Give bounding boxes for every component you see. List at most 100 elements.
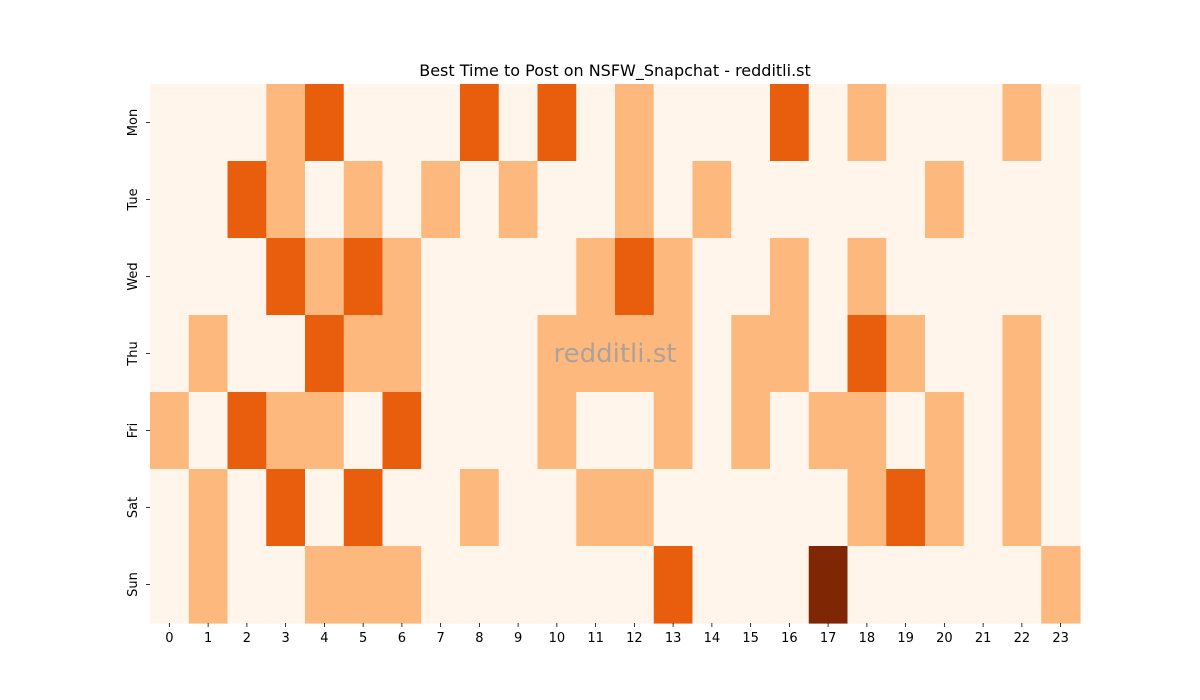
heatmap-cell [576,469,616,547]
x-tick-label: 9 [514,631,522,646]
heatmap-cell [421,161,461,239]
heatmap-cell [305,469,345,547]
heatmap-cell [343,238,384,316]
heatmap-cell [266,238,306,316]
heatmap-cell [305,84,345,162]
heatmap-cell [615,546,655,624]
heatmap-cell [886,161,926,239]
heatmap-cell [227,315,267,393]
heatmap-cell [576,315,616,393]
heatmap-cell [537,392,577,470]
heatmap-cell [770,238,810,316]
heatmap-cell [576,546,616,624]
heatmap-cell [770,469,810,547]
heatmap-cell [692,238,732,316]
heatmap-cell [615,161,655,239]
heatmap-cell [808,238,849,316]
heatmap-cell [731,546,771,624]
x-axis: 0 1 2 3 4 5 6 7 8 9 10 11 12 13 14 15 16 17 18 19 20 21 22 23 [165,623,1069,646]
heatmap-cell [421,84,461,162]
heatmap-cell [770,84,810,162]
heatmap-cell [382,546,422,624]
x-tick-label: 4 [320,631,328,646]
heatmap-cell [460,469,500,547]
heatmap-cell [653,315,694,393]
y-tick-label: Sat [126,497,141,518]
heatmap-cell [305,238,345,316]
x-tick-label: 22 [1014,631,1031,646]
heatmap-cell [963,238,1004,316]
heatmap-cell [150,84,190,162]
heatmap-cell [227,546,267,624]
heatmap-cells [150,84,1081,624]
x-tick-label: 16 [781,631,798,646]
x-tick-label: 18 [859,631,876,646]
heatmap-cell [537,238,577,316]
heatmap-cell [266,161,306,239]
x-tick-label: 3 [281,631,289,646]
heatmap-cell [963,161,1004,239]
heatmap-cell [150,546,190,624]
heatmap-cell [963,392,1004,470]
heatmap-cell [692,469,732,547]
heatmap-cell [188,392,229,470]
x-tick-label: 21 [975,631,992,646]
heatmap-cell [808,469,849,547]
heatmap-cell [576,84,616,162]
heatmap-cell [266,315,306,393]
y-axis: Mon Tue Wed Thu Fri Sat Sun [126,109,150,597]
heatmap-cell [266,392,306,470]
heatmap-cell [731,315,771,393]
heatmap-cell [537,161,577,239]
heatmap-cell [498,469,539,547]
heatmap-cell [731,392,771,470]
heatmap-cell [576,161,616,239]
heatmap-cell [692,84,732,162]
heatmap-cell [227,469,267,547]
heatmap-cell [963,84,1004,162]
heatmap-cell [266,469,306,547]
heatmap-cell [731,238,771,316]
x-tick-label: 7 [436,631,444,646]
heatmap-cell [847,161,887,239]
heatmap-cell [925,546,965,624]
heatmap-cell [731,469,771,547]
heatmap-cell [886,469,926,547]
x-tick-label: 10 [549,631,566,646]
heatmap-cell [963,469,1004,547]
heatmap-cell [537,469,577,547]
heatmap-cell [847,238,887,316]
heatmap-cell [1041,315,1081,393]
heatmap-cell [1002,392,1042,470]
x-tick-label: 20 [936,631,953,646]
x-tick-label: 2 [243,631,251,646]
heatmap-cell [925,315,965,393]
y-tick-label: Tue [126,188,141,211]
heatmap-cell [188,315,229,393]
heatmap-cell [886,392,926,470]
heatmap-cell [498,238,539,316]
heatmap-cell [537,84,577,162]
heatmap-cell [382,161,422,239]
heatmap-cell [886,546,926,624]
heatmap-cell [731,161,771,239]
heatmap-cell [188,161,229,239]
heatmap-cell [653,238,694,316]
x-tick-label: 14 [704,631,721,646]
heatmap-cell [808,546,849,624]
x-tick-label: 23 [1052,631,1069,646]
heatmap-cell [692,161,732,239]
heatmap-cell [692,392,732,470]
x-tick-label: 8 [475,631,483,646]
heatmap-cell [498,392,539,470]
x-tick-label: 19 [897,631,914,646]
heatmap-cell [150,238,190,316]
heatmap-cell [460,161,500,239]
heatmap-cell [886,238,926,316]
heatmap-cell [615,392,655,470]
heatmap-cell [382,238,422,316]
heatmap-cell [188,469,229,547]
heatmap-cell [537,546,577,624]
heatmap-cell [770,161,810,239]
y-tick-label: Thu [126,341,141,366]
